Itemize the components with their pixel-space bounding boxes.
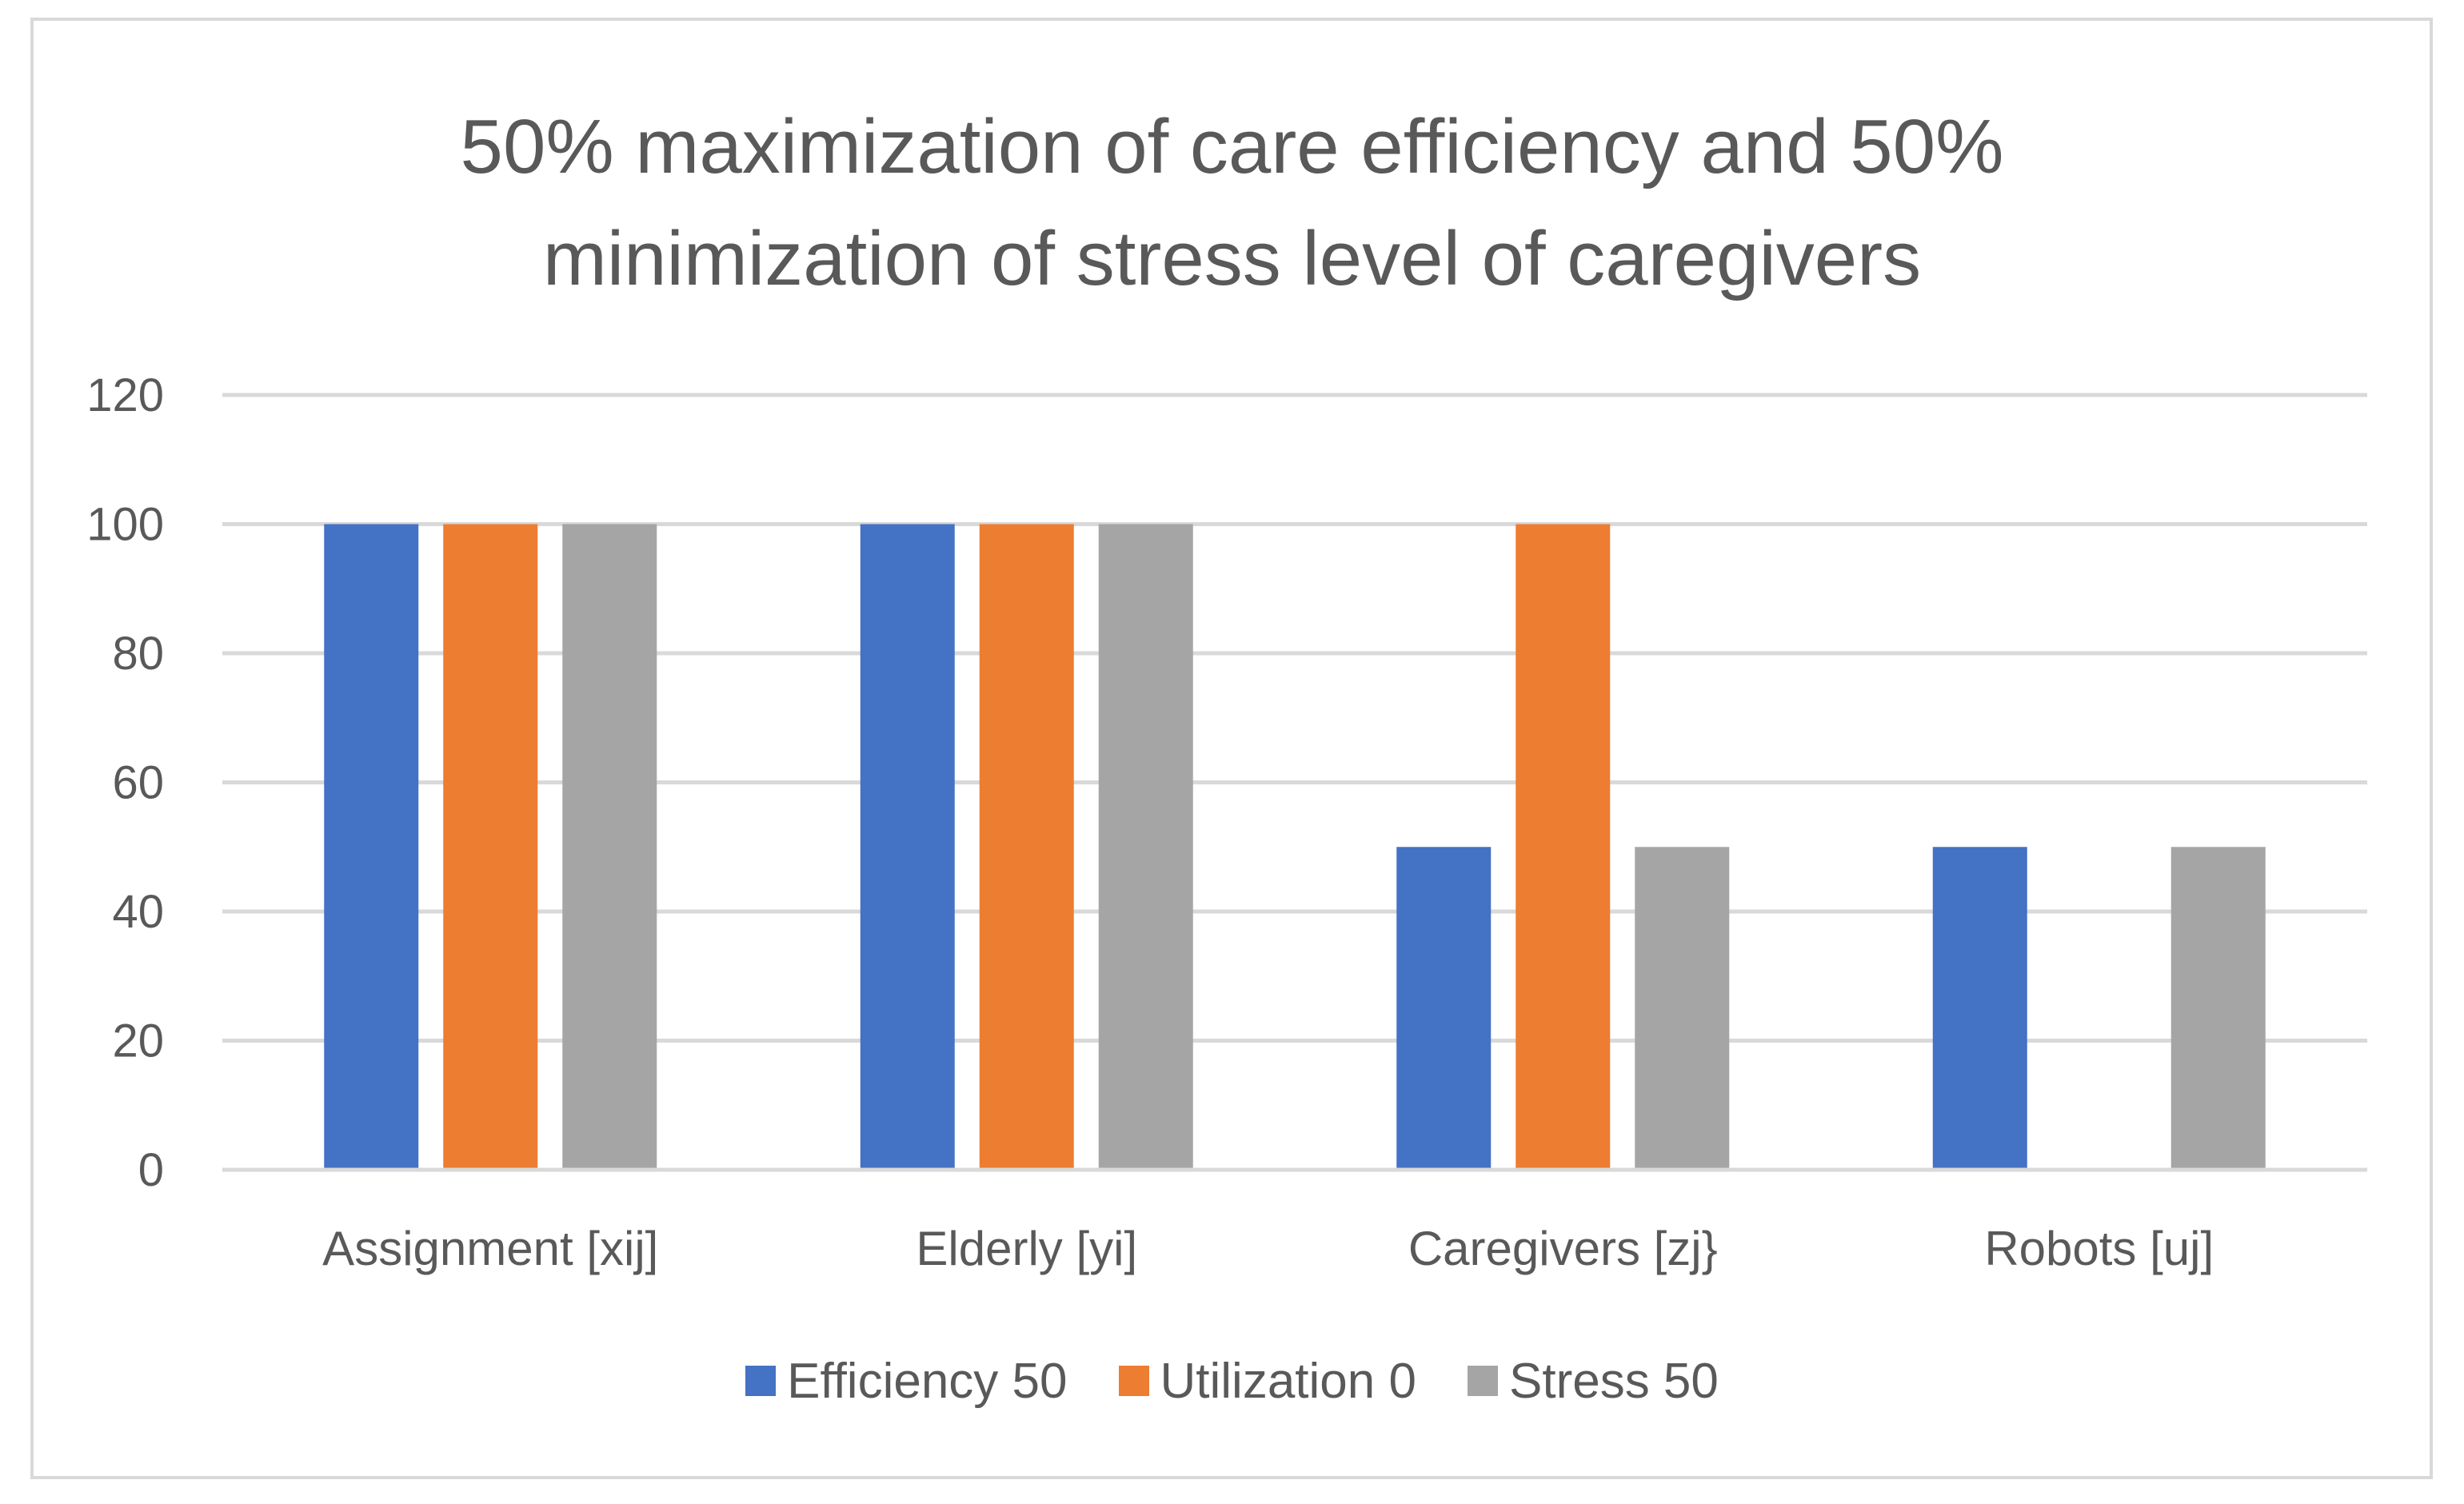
bar-1-1 [324, 524, 419, 1170]
x-category-label-2: Elderly [yi] [916, 1222, 1137, 1275]
legend-item-utilization: Utilization 0 [1118, 1353, 1416, 1410]
legend: Efficiency 50 Utilization 0 Stress 50 [0, 1353, 2464, 1409]
legend-swatch-utilization [1118, 1366, 1149, 1396]
bar-1-4 [1932, 847, 2027, 1170]
bars [324, 524, 2266, 1170]
y-tick-label-100: 100 [86, 499, 164, 551]
y-tick-label-40: 40 [112, 886, 164, 938]
bar-2-1 [443, 524, 538, 1170]
bar-3-2 [1098, 524, 1193, 1170]
y-tick-label-120: 120 [86, 369, 164, 421]
legend-item-efficiency: Efficiency 50 [745, 1353, 1068, 1410]
bar-2-2 [979, 524, 1074, 1170]
chart-frame [30, 18, 2433, 1479]
legend-swatch-efficiency [745, 1366, 777, 1396]
y-tick-label-20: 20 [112, 1015, 164, 1067]
bar-2-3 [1516, 524, 1611, 1170]
x-category-label-1: Assignment [xij] [322, 1222, 658, 1275]
legend-item-stress: Stress 50 [1467, 1353, 1719, 1410]
x-category-label-4: Robots [uj] [1984, 1222, 2214, 1275]
gridlines [222, 393, 2367, 1043]
bar-1-2 [860, 524, 955, 1170]
bar-3-4 [2170, 847, 2266, 1170]
bar-3-3 [1635, 847, 1730, 1170]
y-tick-label-60: 60 [112, 757, 164, 809]
legend-label-efficiency: Efficiency 50 [787, 1353, 1068, 1409]
legend-swatch-stress [1467, 1366, 1498, 1396]
x-category-label-3: Caregivers [zj} [1408, 1222, 1718, 1275]
y-tick-label-80: 80 [112, 628, 164, 680]
legend-label-utilization: Utilization 0 [1160, 1353, 1416, 1409]
axes: 0 20 40 60 80 100 120 Assignment [xij] Elderly [… [86, 369, 2367, 1275]
bar-3-1 [562, 524, 657, 1170]
y-tick-label-0: 0 [138, 1144, 164, 1196]
chart-title-line-1: 50% maximization of care efficiency and … [460, 104, 2004, 189]
bar-1-3 [1396, 847, 1492, 1170]
chart-title-line-2: minimization of stress level of caregive… [542, 216, 1922, 301]
legend-label-stress: Stress 50 [1508, 1353, 1719, 1409]
